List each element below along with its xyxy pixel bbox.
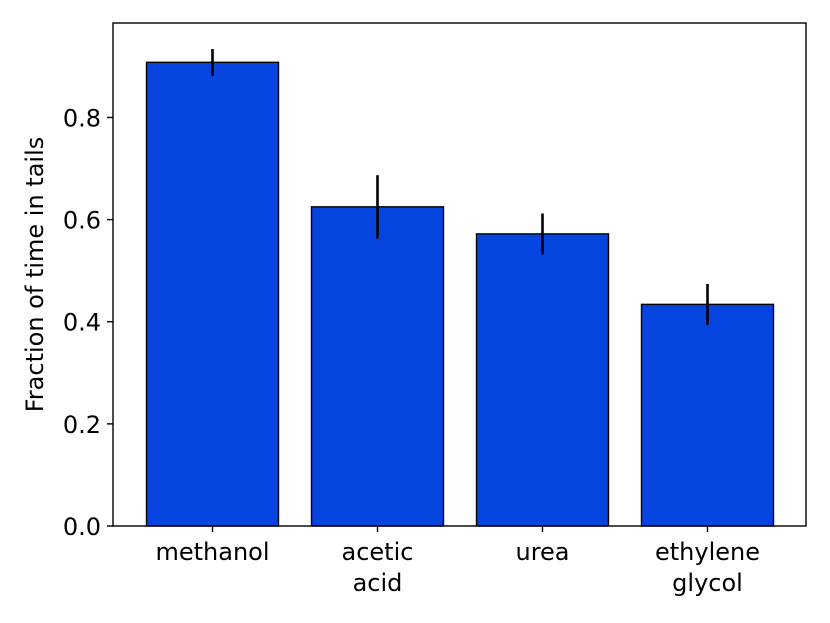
x-tick-label-3: ethylene glycol: [655, 538, 760, 597]
x-tick-label-1: acetic acid: [342, 538, 414, 597]
y-axis: 0.0 0.2 0.4 0.6 0.8: [63, 104, 113, 541]
bars-group: [145, 61, 775, 527]
y-tick-label-2: 0.4: [63, 309, 101, 337]
error-bars-group: [211, 49, 709, 325]
y-tick-label-3: 0.6: [63, 207, 101, 235]
bar-2: [475, 233, 610, 527]
y-tick-label-1: 0.2: [63, 411, 101, 439]
bar-1: [310, 206, 445, 527]
y-tick-label-4: 0.8: [63, 104, 101, 132]
x-tick-label-0: methanol: [155, 538, 269, 566]
bar-0: [145, 61, 280, 527]
y-tick-label-0: 0.0: [63, 513, 101, 541]
x-tick-label-2: urea: [515, 538, 569, 566]
bar-3: [640, 303, 775, 527]
y-axis-label: Fraction of time in tails: [21, 137, 49, 413]
x-axis: methanol acetic acid urea ethylene glycol: [155, 526, 760, 597]
plot-frame: [112, 22, 807, 527]
